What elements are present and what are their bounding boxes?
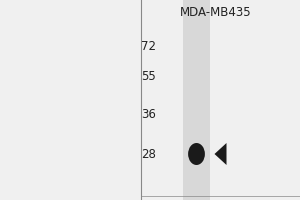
Text: 28: 28 bbox=[141, 148, 156, 160]
Text: 36: 36 bbox=[141, 108, 156, 120]
Text: MDA-MB435: MDA-MB435 bbox=[180, 6, 252, 19]
Text: 72: 72 bbox=[141, 40, 156, 52]
Bar bbox=[183, 0, 210, 200]
Ellipse shape bbox=[188, 143, 205, 165]
Text: 55: 55 bbox=[141, 70, 156, 82]
Polygon shape bbox=[214, 143, 226, 165]
